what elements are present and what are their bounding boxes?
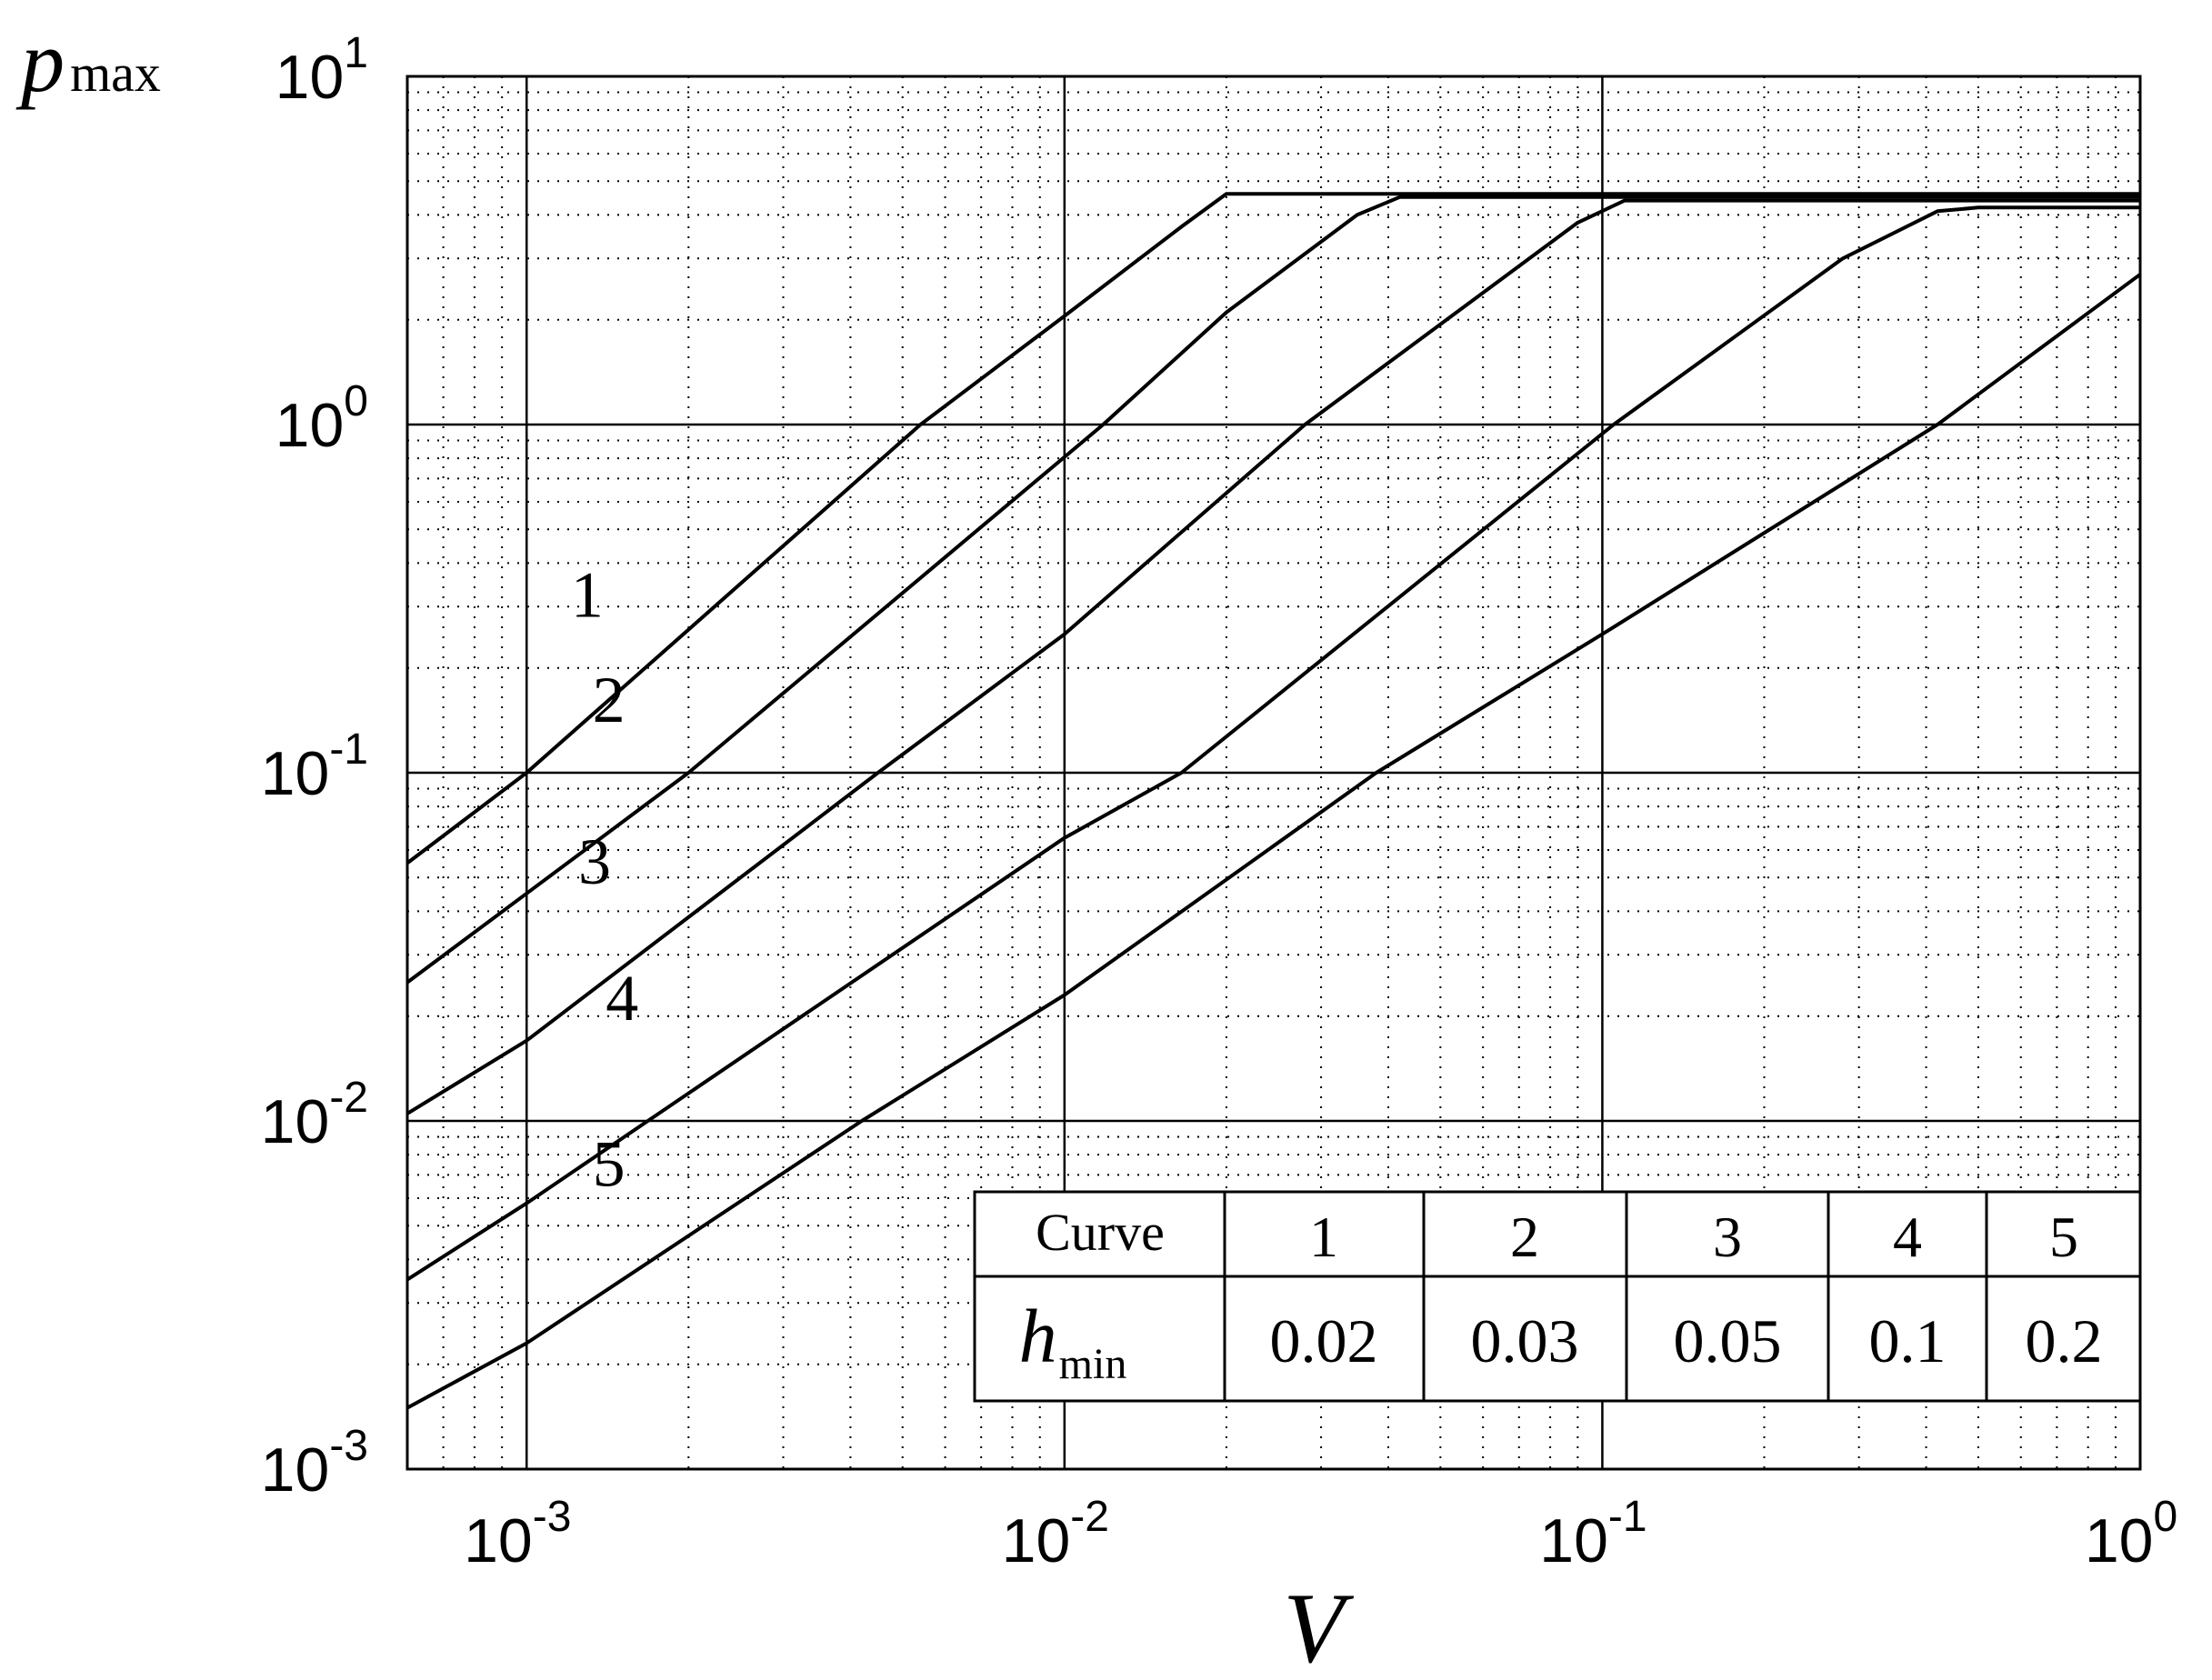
hmin-header-sub: min: [1059, 1340, 1127, 1388]
plot-frame: [405, 75, 2142, 1471]
y-tick-label: 101: [275, 29, 368, 112]
legend-table-hmin-4: 0.1: [1869, 1306, 1947, 1375]
legend-table-curve-4: 4: [1893, 1205, 1922, 1269]
x-tick-labels: 10-3 10-2 10-1 100: [464, 1493, 2177, 1575]
x-tick-label: 100: [2085, 1493, 2177, 1575]
y-tick-base: 10: [275, 43, 345, 112]
y-tick-label: 10-1: [261, 725, 368, 808]
legend-table-curve-2: 2: [1510, 1205, 1539, 1269]
y-tick-base: 10: [261, 739, 330, 808]
curve-label-5: 5: [593, 1128, 626, 1201]
curve-label-4: 4: [606, 962, 638, 1035]
y-tick-base: 10: [261, 1435, 330, 1505]
legend-table-hmin-3: 0.05: [1674, 1306, 1782, 1375]
y-axis-label: p max: [15, 13, 161, 110]
x-tick-label: 10-2: [1002, 1493, 1109, 1575]
curve-label-1: 1: [571, 559, 604, 632]
y-tick-base: 10: [275, 391, 345, 460]
x-tick-exp: -3: [533, 1493, 572, 1541]
x-tick-exp: -2: [1070, 1493, 1109, 1541]
curve-label-3: 3: [578, 825, 611, 898]
x-tick-base: 10: [464, 1506, 533, 1575]
x-tick-exp: -1: [1608, 1493, 1647, 1541]
legend-table-hmin-2: 0.03: [1471, 1306, 1579, 1375]
x-tick-base: 10: [1002, 1506, 1071, 1575]
legend-table-curve-3: 3: [1713, 1205, 1742, 1269]
curve-label-2: 2: [593, 664, 626, 736]
legend-table-curve-5: 5: [2049, 1205, 2078, 1269]
x-tick-label: 10-3: [464, 1493, 571, 1575]
curve-3: [405, 198, 2140, 1115]
curve-2: [405, 195, 2140, 985]
y-axis-label-main: p: [15, 13, 65, 110]
y-axis-label-sub: max: [70, 44, 161, 103]
legend-table-frame: [973, 1190, 2142, 1403]
x-tick-base: 10: [1539, 1506, 1608, 1575]
legend-table: Curve hmin 1 2 3 4 5 0.02 0.03 0.05 0.1 …: [973, 1190, 2142, 1403]
legend-table-curve-header: Curve: [1036, 1203, 1165, 1262]
hmin-header-main: h: [1019, 1295, 1057, 1379]
y-tick-base: 10: [261, 1087, 330, 1156]
curves: [405, 192, 2142, 1410]
x-axis-label: V: [1283, 1573, 1354, 1680]
x-tick-exp: 0: [2153, 1493, 2177, 1541]
x-tick-label: 10-1: [1539, 1493, 1646, 1575]
legend-table-curve-1: 1: [1309, 1205, 1338, 1269]
legend-table-hmin-1: 0.02: [1270, 1306, 1378, 1375]
y-tick-exp: -2: [329, 1074, 368, 1122]
curve-1: [405, 192, 2140, 865]
y-tick-exp: -1: [329, 725, 368, 774]
y-tick-exp: -3: [329, 1422, 368, 1470]
y-tick-label: 10-3: [261, 1422, 368, 1505]
curve-4: [405, 205, 2140, 1282]
legend-table-hmin-5: 0.2: [2026, 1306, 2103, 1375]
curve-labels: 1 2 3 4 5: [571, 559, 638, 1201]
y-tick-label: 10-2: [261, 1074, 368, 1156]
y-tick-exp: 1: [344, 29, 368, 77]
y-tick-label: 100: [275, 377, 368, 460]
x-tick-base: 10: [2085, 1506, 2154, 1575]
y-tick-exp: 0: [344, 377, 368, 425]
legend-table-hmin-header: hmin: [1019, 1295, 1127, 1388]
curve-5: [406, 273, 2142, 1410]
